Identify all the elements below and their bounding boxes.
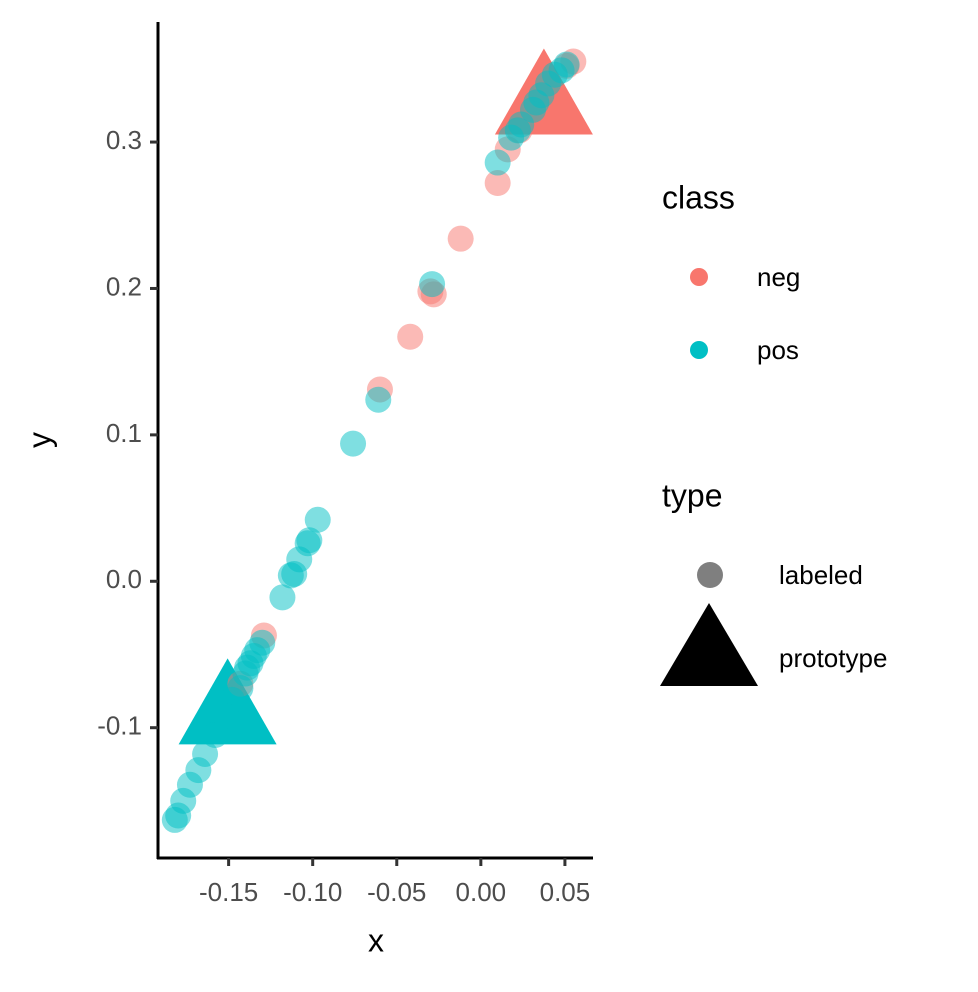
legend-label: labeled — [779, 560, 863, 590]
y-tick-label: 0.0 — [106, 564, 142, 594]
x-tick-label: -0.15 — [199, 877, 258, 907]
legend-label: prototype — [779, 643, 887, 673]
y-tick-label: 0.3 — [106, 125, 142, 155]
point — [212, 702, 239, 729]
point — [161, 806, 188, 833]
legend-key — [660, 603, 758, 686]
x-axis-title: x — [368, 922, 384, 958]
y-tick-label: 0.1 — [106, 418, 142, 448]
legend-key — [697, 562, 723, 588]
point — [277, 562, 304, 589]
y-axis-title: y — [21, 432, 57, 448]
point — [498, 124, 525, 151]
point — [365, 386, 392, 413]
legend-label: neg — [757, 262, 800, 292]
y-tick-label: 0.2 — [106, 271, 142, 301]
legend-label: pos — [757, 335, 799, 365]
point — [484, 149, 511, 176]
point — [269, 584, 296, 611]
point — [340, 430, 367, 457]
plot-area — [161, 48, 593, 833]
legend-title: class — [662, 179, 735, 215]
legend-key — [690, 268, 708, 286]
y-tick-label: -0.1 — [97, 711, 142, 741]
legend-key — [690, 341, 708, 359]
point — [484, 170, 511, 197]
x-tick-label: -0.05 — [367, 877, 426, 907]
x-tick-label: 0.05 — [540, 877, 591, 907]
point — [447, 225, 474, 252]
point — [202, 722, 229, 749]
point — [419, 271, 446, 298]
point — [304, 506, 331, 533]
point — [397, 323, 424, 350]
legend-title: type — [662, 477, 722, 513]
x-tick-label: -0.10 — [283, 877, 342, 907]
x-tick-label: 0.00 — [456, 877, 507, 907]
